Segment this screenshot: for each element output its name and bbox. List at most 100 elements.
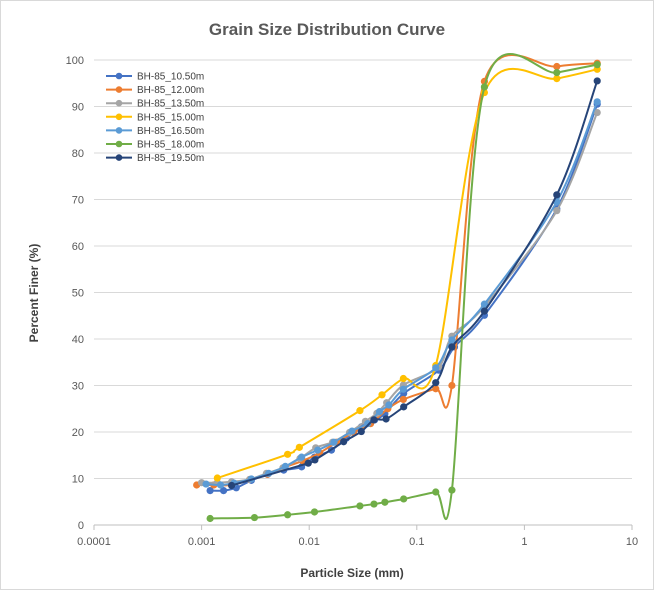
data-point (553, 62, 561, 71)
legend-item: BH-85_15.00m (106, 112, 204, 123)
data-point (213, 474, 221, 482)
legend-marker (115, 99, 123, 107)
legend-marker (115, 113, 123, 121)
data-point (206, 514, 214, 523)
data-point (348, 427, 356, 435)
data-point (356, 502, 364, 510)
series-line (210, 103, 599, 492)
legend-label: BH-85_10.50m (137, 72, 204, 83)
series-BH-85_18.00m (206, 53, 601, 523)
data-point (227, 481, 236, 490)
data-point (250, 513, 259, 522)
legend-marker (115, 72, 123, 80)
data-point (593, 77, 601, 85)
data-point (216, 481, 225, 489)
legend: BH-85_10.50m BH-85_12.00m BH-85_13.50m BH-8… (106, 72, 204, 164)
data-point (295, 443, 303, 451)
data-point (593, 98, 601, 106)
y-axis-title: Percent Finer (%) (27, 244, 41, 343)
x-tick-label: 0.001 (188, 536, 216, 548)
data-point (370, 500, 378, 508)
data-point (432, 488, 440, 496)
data-point (593, 61, 601, 69)
legend-marker (115, 154, 123, 161)
series-BH-85_10.50m (206, 100, 601, 495)
legend-label: BH-85_19.50m (137, 153, 204, 164)
x-axis-title: Particle Size (mm) (300, 566, 403, 580)
y-tick-label: 0 (78, 520, 84, 532)
series-line (196, 53, 598, 487)
data-point (480, 83, 489, 91)
series-BH-85_13.50m (198, 108, 601, 487)
data-point (448, 381, 456, 390)
data-point (310, 508, 319, 516)
data-point (553, 75, 561, 83)
data-point (284, 511, 292, 519)
series-BH-85_12.00m (193, 53, 601, 489)
chart-title: Grain Size Distribution Curve (208, 20, 446, 39)
legend-label: BH-85_16.50m (137, 126, 204, 137)
data-point (399, 385, 407, 393)
y-tick-label: 100 (66, 55, 84, 67)
data-point (399, 374, 407, 383)
grid-layer (94, 59, 632, 526)
legend-item: BH-85_12.00m (106, 85, 204, 96)
series-BH-85_19.50m (227, 77, 601, 490)
data-point (311, 456, 319, 464)
data-point (357, 427, 365, 436)
series-layer (193, 53, 601, 523)
data-point (340, 438, 348, 446)
y-tick-label: 80 (72, 148, 84, 160)
legend-label: BH-85_18.00m (137, 140, 204, 151)
data-point (385, 401, 393, 409)
y-tick-label: 10 (72, 474, 84, 486)
data-point (400, 403, 408, 411)
y-tick-label: 50 (72, 288, 84, 300)
data-point (375, 407, 384, 416)
x-tick-label: 1 (521, 536, 527, 548)
data-point (382, 415, 390, 423)
legend-label: BH-85_12.00m (137, 85, 204, 96)
series-line (206, 101, 599, 487)
legend-item: BH-85_18.00m (106, 140, 204, 151)
data-point (206, 486, 214, 495)
series-BH-85_16.50m (202, 98, 601, 489)
data-point (400, 495, 408, 503)
data-point (480, 307, 489, 315)
legend-item: BH-85_16.50m (106, 126, 204, 137)
legend-label: BH-85_15.00m (137, 112, 204, 123)
data-point (364, 420, 372, 428)
x-tick-label: 10 (626, 536, 638, 548)
data-point (356, 407, 364, 415)
series-line (231, 80, 599, 487)
data-point (281, 462, 289, 471)
data-point (381, 498, 389, 506)
y-tick-label: 70 (72, 195, 84, 207)
data-point (219, 486, 228, 495)
data-point (448, 343, 456, 351)
y-tick-label: 20 (72, 427, 84, 439)
x-tick-label: 0.1 (409, 536, 424, 548)
data-point (432, 364, 440, 372)
legend-item: BH-85_10.50m (106, 72, 204, 83)
legend-label: BH-85_13.50m (137, 99, 204, 110)
data-point (432, 379, 440, 387)
data-point (202, 480, 210, 488)
data-point (399, 395, 407, 404)
y-tick-label: 40 (72, 334, 84, 346)
data-point (480, 300, 489, 308)
axis-layer: 0 10 20 30 40 50 60 70 80 90 100 0.0001 0.001 0.01 0.1… (66, 55, 638, 548)
data-point (553, 191, 561, 199)
series-line (201, 112, 599, 484)
data-point (378, 391, 386, 399)
data-point (432, 385, 440, 393)
legend-marker (115, 127, 123, 134)
series-line (216, 67, 598, 479)
data-point (298, 453, 306, 461)
y-tick-label: 60 (72, 241, 84, 253)
data-point (448, 336, 456, 344)
data-point (314, 446, 322, 454)
series-BH-85_15.00m (213, 65, 601, 482)
